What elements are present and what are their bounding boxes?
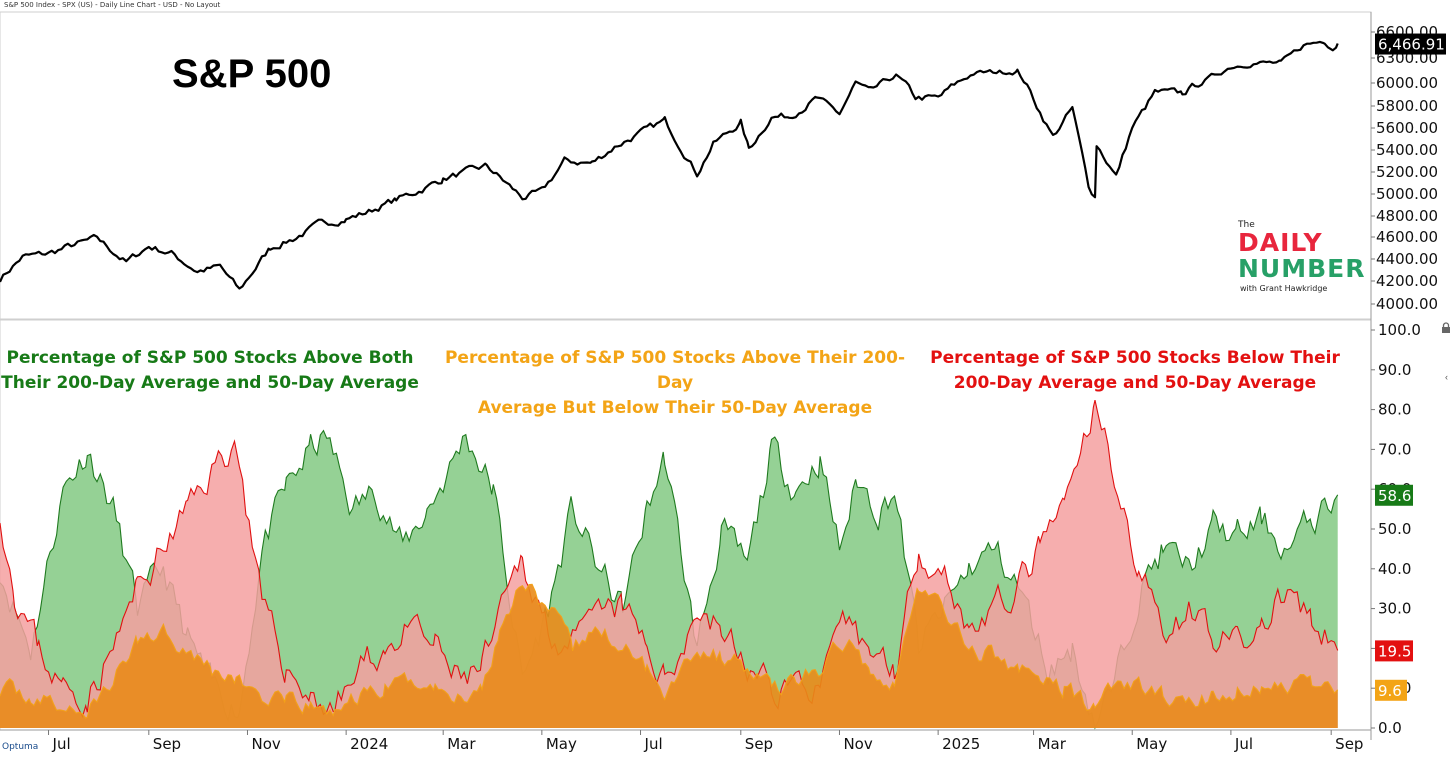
x-tick-label: May: [1136, 735, 1167, 753]
subtitle-green: Percentage of S&P 500 Stocks Above Both …: [0, 346, 420, 396]
breadth-y-tick-label: 0.0: [1378, 719, 1402, 737]
red-last-value-badge: 19.5: [1378, 642, 1411, 660]
chart-header: S&P 500 Index - SPX (US) - Daily Line Ch…: [4, 1, 221, 9]
orange-last-value-badge: 9.6: [1378, 682, 1402, 700]
green-last-value-badge-bg: [1375, 484, 1413, 506]
logo-with: with Grant Hawkridge: [1240, 284, 1328, 293]
series-below-both-area: [0, 400, 1338, 728]
price-y-tick-label: 4200.00: [1376, 272, 1438, 290]
price-y-tick-label: 4400.00: [1376, 250, 1438, 268]
price-y-tick-label: 5000.00: [1376, 185, 1438, 203]
collapse-panel-icon[interactable]: ‹: [1445, 372, 1448, 382]
series-above-200-below-50-line: [0, 583, 1339, 719]
breadth-y-tick-label: 80.0: [1378, 401, 1411, 419]
breadth-y-tick-label: 90.0: [1378, 361, 1411, 379]
x-tick-label: Mar: [447, 735, 476, 753]
x-tick-label: Jul: [1234, 735, 1253, 753]
price-y-tick-label: 4600.00: [1376, 228, 1438, 246]
green-last-value-badge: 58.6: [1378, 487, 1411, 505]
subtitle-red-line1: Percentage of S&P 500 Stocks Below Their: [930, 348, 1340, 368]
price-last-value-badge: 6,466.91: [1378, 36, 1445, 54]
breadth-y-tick-label: 100.0: [1378, 321, 1421, 339]
lock-icon[interactable]: [1440, 322, 1452, 334]
subtitle-green-line2: Their 200-Day Average and 50-Day Average: [1, 373, 419, 393]
x-tick-label: Mar: [1038, 735, 1067, 753]
x-tick-label: Nov: [843, 735, 872, 753]
optuma-brand: Optuma: [2, 742, 39, 752]
logo-daily: DAILY: [1238, 228, 1323, 257]
sp500-price-line: [0, 40, 1339, 290]
axis-layer: 4000.00 4200.00 4400.00 4600.00 4800.00 5000.…: [48, 23, 1446, 753]
x-tick-label: Nov: [251, 735, 280, 753]
subtitle-orange: Percentage of S&P 500 Stocks Above Their…: [440, 346, 910, 421]
daily-number-logo: The DAILY NUMBER with Grant Hawkridge: [1236, 220, 1376, 296]
price-y-tick-label: 5200.00: [1376, 163, 1438, 181]
red-last-value-badge-bg: [1375, 640, 1413, 662]
orange-last-value-badge-bg: [1375, 679, 1407, 701]
breadth-y-tick-label: 50.0: [1378, 520, 1411, 538]
series-above-200-below-50-area: [0, 584, 1338, 728]
subtitle-green-line1: Percentage of S&P 500 Stocks Above Both: [6, 348, 414, 368]
breadth-y-tick-label: 40.0: [1378, 560, 1411, 578]
x-tick-label: 2024: [350, 735, 388, 753]
breadth-y-tick-label: 70.0: [1378, 440, 1411, 458]
breadth-y-tick-label: 30.0: [1378, 600, 1411, 618]
x-tick-label: May: [546, 735, 577, 753]
x-tick-label: Jul: [644, 735, 663, 753]
x-tick-label: Jul: [52, 735, 71, 753]
logo-number: NUMBER: [1238, 254, 1366, 283]
x-tick-label: Sep: [153, 735, 181, 753]
price-last-value-badge-bg: [1375, 33, 1446, 55]
price-panel: [0, 40, 1339, 290]
subtitle-red-line2: 200-Day Average and 50-Day Average: [953, 373, 1317, 393]
price-y-tick-label: 4000.00: [1376, 295, 1438, 313]
price-y-tick-label: 4800.00: [1376, 207, 1438, 225]
x-tick-label: 2025: [942, 735, 980, 753]
price-y-tick-label: 5600.00: [1376, 119, 1438, 137]
price-y-tick-label: 5800.00: [1376, 97, 1438, 115]
price-y-tick-label: 6000.00: [1376, 74, 1438, 92]
subtitle-red: Percentage of S&P 500 Stocks Below Their…: [930, 346, 1340, 396]
subtitle-orange-line2: Average But Below Their 50-Day Average: [477, 398, 873, 418]
x-tick-label: Sep: [745, 735, 773, 753]
subtitle-orange-line1: Percentage of S&P 500 Stocks Above Their…: [444, 348, 906, 393]
price-y-tick-label: 5400.00: [1376, 141, 1438, 159]
logo-the: The: [1238, 220, 1255, 230]
x-tick-label: Sep: [1335, 735, 1363, 753]
series-below-both-line: [0, 399, 1339, 719]
breadth-panel: [0, 399, 1339, 730]
chart-title: S&P 500: [172, 52, 332, 96]
price-plot-area: [0, 11, 1372, 320]
